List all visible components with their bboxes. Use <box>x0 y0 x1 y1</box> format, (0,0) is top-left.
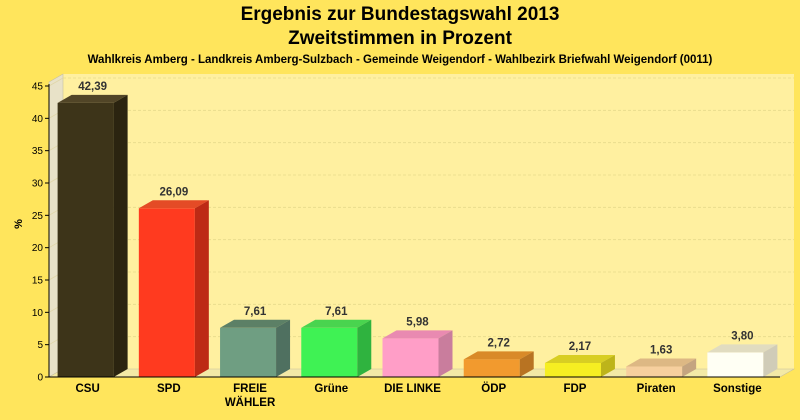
bar-top <box>463 351 534 360</box>
bar-top <box>57 94 128 103</box>
gridline-side <box>48 77 64 87</box>
bar-top <box>707 344 778 353</box>
y-tick-label: 5 <box>37 340 43 351</box>
data-label: 2,72 <box>488 337 510 349</box>
data-label: 1,63 <box>650 344 672 356</box>
data-label: 3,80 <box>731 330 753 342</box>
x-tick-label: WÄHLER <box>225 396 276 409</box>
x-tick-label: FDP <box>563 383 586 395</box>
chart-title-line-2: Zweitstimmen in Prozent <box>288 28 512 49</box>
bar-top <box>220 319 291 328</box>
y-axis-label: % <box>13 219 25 229</box>
bar-top <box>544 354 615 363</box>
bar-side <box>357 319 372 377</box>
y-axis: 0 5 10 15 20 25 30 35 40 45 <box>32 82 50 384</box>
bar-side <box>519 351 534 377</box>
bar-front <box>301 327 358 377</box>
x-tick-label: ÖDP <box>481 382 506 395</box>
bar-top <box>301 319 372 328</box>
y-tick-label: 20 <box>32 243 44 254</box>
y-tick-label: 25 <box>32 211 44 222</box>
bar-ödp: 2,72 <box>463 337 534 377</box>
bar-grüne: 7,61 <box>301 306 372 377</box>
bar-top <box>382 330 453 339</box>
bar-front <box>220 327 277 377</box>
x-tick-label: SPD <box>157 383 181 395</box>
gridlines <box>48 77 794 346</box>
data-label: 7,61 <box>244 306 267 318</box>
bar-piraten: 1,63 <box>626 344 697 377</box>
bar-fdp: 2,17 <box>544 341 615 377</box>
data-label: 42,39 <box>78 81 107 93</box>
bar-die-linke: 5,98 <box>382 316 453 377</box>
data-label: 7,61 <box>325 306 348 318</box>
bar-front <box>626 366 683 377</box>
bar-freie-wähler: 7,61 <box>220 306 291 377</box>
bar-top <box>138 200 209 209</box>
bar-side <box>194 200 209 377</box>
bar-front <box>57 102 114 378</box>
y-tick-label: 10 <box>32 308 44 319</box>
chart-subtitle: Wahlkreis Amberg - Landkreis Amberg-Sulz… <box>87 54 713 66</box>
data-label: 26,09 <box>159 186 188 198</box>
bar-top <box>626 358 697 367</box>
bar-side <box>600 354 615 377</box>
bar-front <box>138 208 195 377</box>
bar-side <box>682 358 697 377</box>
y-tick-label: 30 <box>32 179 44 190</box>
bar-side <box>438 330 453 377</box>
y-tick-label: 35 <box>32 146 44 157</box>
bar-side <box>276 319 291 377</box>
bar-front <box>544 362 601 377</box>
x-tick-label: DIE LINKE <box>384 383 441 395</box>
x-tick-label: Grüne <box>314 383 348 395</box>
chart-title: Ergebnis zur Bundestagswahl 2013 <box>240 4 560 25</box>
x-tick-label: CSU <box>75 383 99 395</box>
bar-side <box>763 344 778 377</box>
x-tick-label: Sonstige <box>713 383 762 395</box>
bars: 42,39 26,09 7,61 7,61 5,98 2,72 2,17 1,63 3,80 <box>57 81 778 378</box>
y-tick-label: 40 <box>32 114 44 125</box>
x-tick-label: Piraten <box>637 383 676 395</box>
bar-side <box>113 94 128 378</box>
bar-csu: 42,39 <box>57 81 128 378</box>
y-tick-label: 45 <box>32 82 44 93</box>
data-label: 5,98 <box>406 316 429 328</box>
bar-front <box>382 338 439 377</box>
bar-spd: 26,09 <box>138 186 209 377</box>
y-tick-label: 0 <box>37 373 43 384</box>
bar-front <box>707 352 764 377</box>
bar-front <box>463 359 520 377</box>
x-tick-label: FREIE <box>233 383 267 395</box>
data-label: 2,17 <box>569 341 591 353</box>
bar-sonstige: 3,80 <box>707 330 778 377</box>
y-tick-label: 15 <box>32 276 44 287</box>
